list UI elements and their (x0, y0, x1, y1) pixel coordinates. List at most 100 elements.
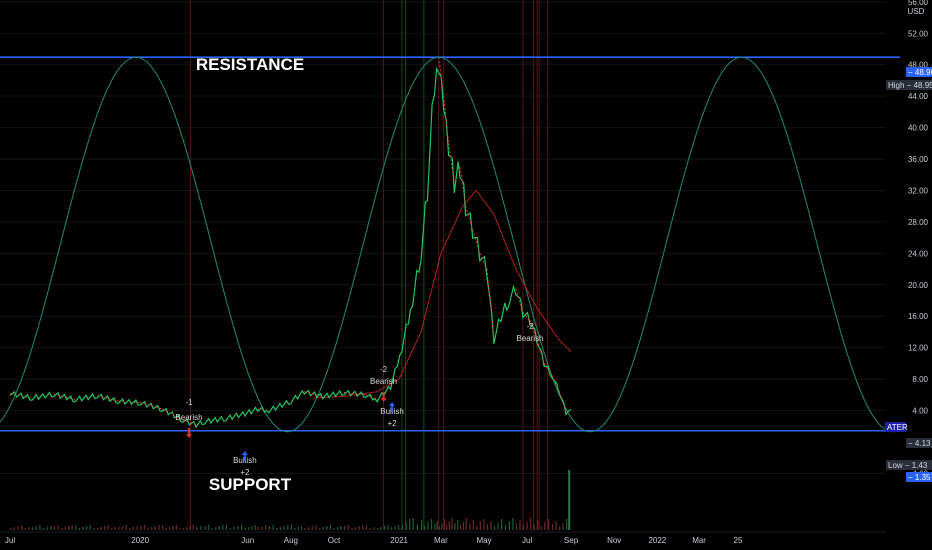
price-tag-text: Low − 1.43 (888, 461, 928, 470)
chart-grid (0, 1, 886, 474)
volume-bar (283, 526, 285, 530)
y-tick-label: 28.00 (908, 218, 929, 227)
y-tick-label: 16.00 (908, 312, 929, 321)
volume-bar (490, 521, 492, 530)
volume-bar (465, 518, 467, 530)
volume-bar (192, 525, 194, 530)
volume-bar (451, 518, 453, 530)
price-tags: − 48.96 High − 48.95 ATER− 4.13 Low − 1.43 −… (885, 67, 932, 482)
price-tag-bg (906, 438, 932, 448)
x-tick-label: 25 (734, 536, 743, 545)
volume-bar (427, 522, 429, 530)
volume-bar (566, 519, 568, 530)
volume-bar (354, 527, 357, 530)
volume-bar (118, 527, 120, 530)
volume-bar (182, 528, 184, 530)
price-tag-bg (886, 460, 932, 470)
volume-bar (438, 526, 440, 530)
volume-bar (537, 520, 539, 530)
volume-bar (20, 525, 23, 530)
volume-bar (387, 525, 389, 530)
volume-bar (416, 524, 419, 530)
moving-average-line (312, 189, 572, 399)
annotation-text: -2 (380, 365, 388, 374)
volume-bar (469, 524, 471, 530)
volume-bar (172, 526, 174, 530)
volume-bar (358, 526, 360, 530)
volume-bar (405, 522, 407, 530)
resistance-label: RESISTANCE (196, 55, 304, 74)
volume-bar (114, 527, 116, 530)
volume-bar (147, 528, 149, 530)
x-tick-label: 2020 (131, 536, 149, 545)
volume-bar (100, 527, 102, 530)
volume-bar (50, 526, 52, 530)
volume-bar (24, 528, 26, 530)
volume-bar (401, 525, 404, 530)
volume-bar (82, 527, 84, 530)
level-labels: RESISTANCE SUPPORT (196, 55, 304, 494)
annotation-text: -2 (526, 322, 534, 331)
volume-bar (347, 525, 349, 530)
volume-bar (343, 526, 346, 530)
volume-bar (533, 524, 535, 530)
volume-bar (300, 526, 303, 530)
price-down-segment (479, 253, 488, 270)
price-down-segment (536, 339, 545, 364)
volume-bar (430, 519, 433, 530)
volume-bar (254, 525, 256, 530)
volume-bar (46, 527, 48, 530)
currency-label: USD (908, 7, 925, 16)
volume-bar (394, 526, 396, 530)
x-tick-label: Nov (607, 536, 621, 545)
volume-bar (483, 519, 485, 530)
annotation-text: Bearish (175, 413, 202, 422)
volume-bar (409, 519, 411, 530)
volume-bar (294, 528, 296, 530)
volume-bar (412, 518, 414, 530)
volume-bar (486, 524, 489, 530)
signal-annotations: -1BearishBullish+2-2BearishBullish+2-2Be… (175, 322, 543, 477)
x-tick-label: 2022 (648, 536, 666, 545)
volume-bar (544, 522, 546, 530)
price-down-segment (459, 166, 467, 207)
volume-bar (241, 525, 243, 530)
volume-bar (526, 522, 528, 530)
y-tick-label: 44.00 (908, 92, 929, 101)
x-axis: Jul 2020 Jun Aug Oct 2021 Mar May Jul Sep Nov 2022 M… (0, 531, 886, 545)
volume-bar (272, 525, 274, 530)
price-down-segment (465, 206, 474, 230)
volume-bar (189, 526, 191, 530)
volume-bar (17, 526, 19, 530)
volume-bar (493, 526, 496, 530)
volume-bar (322, 527, 324, 530)
volume-bar (307, 527, 310, 530)
volume-bar (530, 518, 532, 530)
volume-bar (158, 525, 160, 530)
volume-bar (78, 528, 80, 530)
volume-bar (540, 526, 542, 530)
annotation-text: Bearish (370, 377, 397, 386)
cycle-curve (0, 56, 905, 433)
volume-bar (500, 519, 503, 530)
volume-bar (222, 525, 224, 530)
volume-bar (71, 525, 73, 530)
y-tick-label: 52.00 (908, 29, 929, 38)
volume-bar (351, 528, 353, 530)
event-vertical-lines (189, 0, 549, 530)
volume-bar (362, 525, 364, 530)
price-tag-bg (906, 67, 932, 77)
moving-average-path (312, 189, 572, 399)
y-tick-label: 4.00 (912, 407, 928, 416)
volume-bar (196, 527, 198, 530)
price-tag-text: High − 48.95 (888, 81, 932, 90)
volume-bar (448, 521, 450, 530)
volume-bar (39, 525, 41, 530)
x-tick-label: Mar (692, 536, 706, 545)
volume-bar (377, 528, 379, 530)
volume-bar (13, 527, 15, 530)
volume-bar (154, 526, 156, 530)
volume-bar (204, 526, 206, 530)
volume-bar (512, 518, 514, 530)
